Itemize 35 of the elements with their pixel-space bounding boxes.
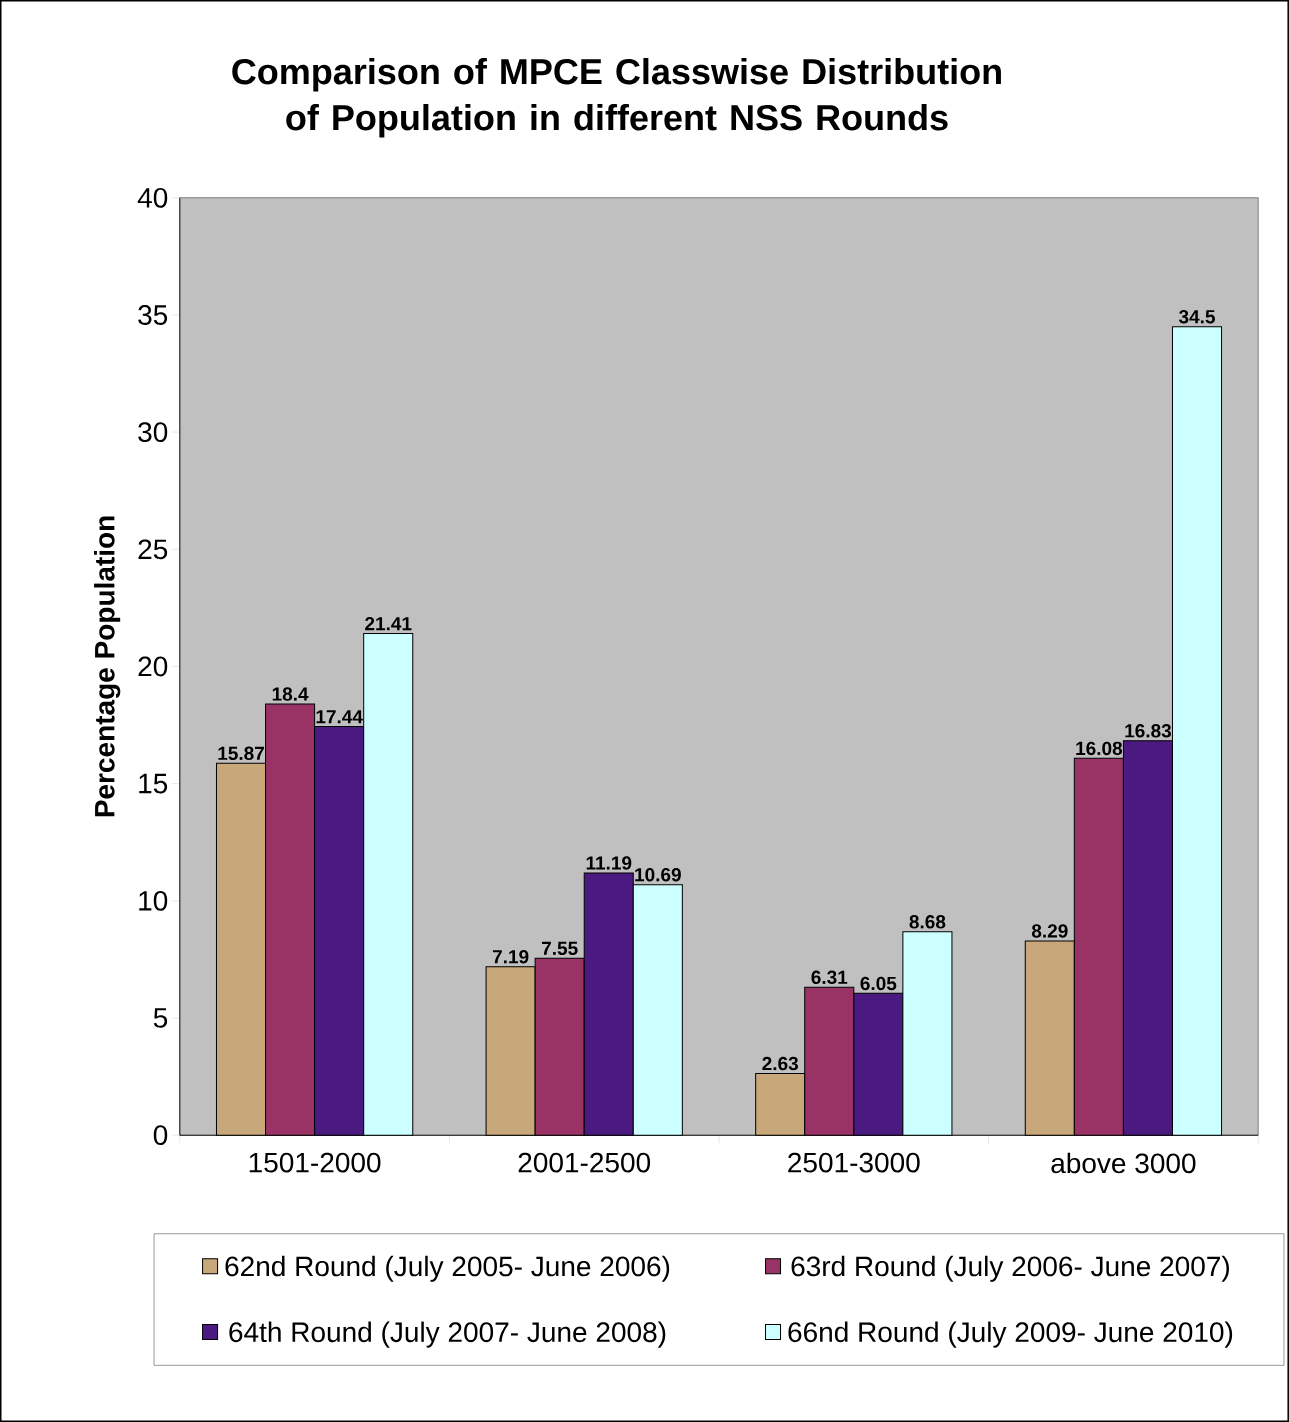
data-label: 8.68 xyxy=(909,915,946,929)
y-tick-label: 20 xyxy=(138,656,168,677)
data-label: 18.4 xyxy=(272,687,309,701)
data-label: 15.87 xyxy=(218,746,264,761)
y-tick-label: 40 xyxy=(137,187,168,208)
legend-label: 62nd Round (July 2005- June 2006) xyxy=(225,1255,670,1282)
data-label: 10.69 xyxy=(635,867,681,882)
x-tick-label: 2001-2500 xyxy=(518,1152,651,1173)
data-label: 21.41 xyxy=(365,616,412,631)
data-label: 2.63 xyxy=(762,1056,799,1071)
legend-label: 64th Round (July 2007- June 2008) xyxy=(229,1321,666,1348)
y-tick-label: 15 xyxy=(139,773,168,794)
legend-label: 63rd Round (July 2006- June 2007) xyxy=(791,1255,1229,1282)
chart-title: Comparison of MPCE Classwise Distribution of Population in different NSS Rounds xyxy=(232,57,1001,138)
data-label: 6.31 xyxy=(811,970,848,985)
data-label: 7.55 xyxy=(542,941,578,956)
legend-label: 66nd Round (July 2009- June 2010) xyxy=(788,1321,1233,1348)
data-label: 6.05 xyxy=(860,976,897,991)
data-label: 8.29 xyxy=(1031,924,1068,938)
x-tick-label: above 3000 xyxy=(1051,1152,1196,1174)
data-label: 7.19 xyxy=(492,950,529,964)
data-label: 16.83 xyxy=(1125,724,1172,738)
data-label: 11.19 xyxy=(586,856,632,870)
x-tick-label: 1501-2000 xyxy=(249,1152,381,1173)
data-label: 17.44 xyxy=(316,710,363,724)
y-tick-label: 5 xyxy=(153,1008,168,1028)
data-label: 16.08 xyxy=(1076,741,1123,756)
x-tick-label: 2501-3000 xyxy=(788,1152,920,1173)
data-label: 34.5 xyxy=(1178,310,1215,324)
y-tick-label: 30 xyxy=(138,422,168,443)
y-tick-label: 35 xyxy=(138,305,168,325)
y-axis-title: Percentage Population xyxy=(94,516,121,817)
y-tick-label: 25 xyxy=(138,539,168,560)
y-tick-label: 10 xyxy=(139,890,168,911)
y-tick-label: 0 xyxy=(153,1125,168,1146)
